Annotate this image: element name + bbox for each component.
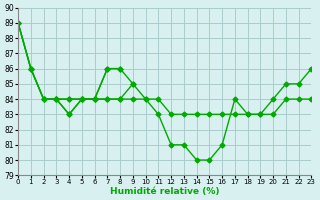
X-axis label: Humidité relative (%): Humidité relative (%) — [110, 187, 220, 196]
